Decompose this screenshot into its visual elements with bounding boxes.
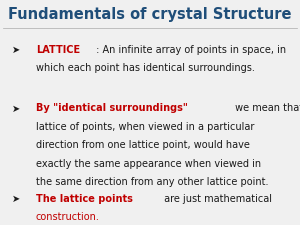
Text: the same direction from any other lattice point.: the same direction from any other lattic… [36, 177, 268, 187]
Text: By "identical surroundings": By "identical surroundings" [36, 104, 188, 113]
Text: ➤: ➤ [12, 194, 20, 203]
Text: LATTICE: LATTICE [36, 45, 80, 55]
Text: The lattice points: The lattice points [36, 194, 133, 203]
Text: ➤: ➤ [12, 104, 20, 113]
Text: direction from one lattice point, would have: direction from one lattice point, would … [36, 140, 250, 150]
Text: construction.: construction. [36, 212, 100, 222]
Text: : An infinite array of points in space, in: : An infinite array of points in space, … [93, 45, 286, 55]
Text: ➤: ➤ [12, 45, 20, 55]
Text: Fundamentals of crystal Structure: Fundamentals of crystal Structure [8, 7, 292, 22]
Text: are just mathematical: are just mathematical [161, 194, 272, 203]
Text: we mean that the: we mean that the [232, 104, 300, 113]
Text: lattice of points, when viewed in a particular: lattice of points, when viewed in a part… [36, 122, 254, 132]
Text: which each point has identical surroundings.: which each point has identical surroundi… [36, 63, 255, 73]
Text: exactly the same appearance when viewed in: exactly the same appearance when viewed … [36, 159, 261, 169]
